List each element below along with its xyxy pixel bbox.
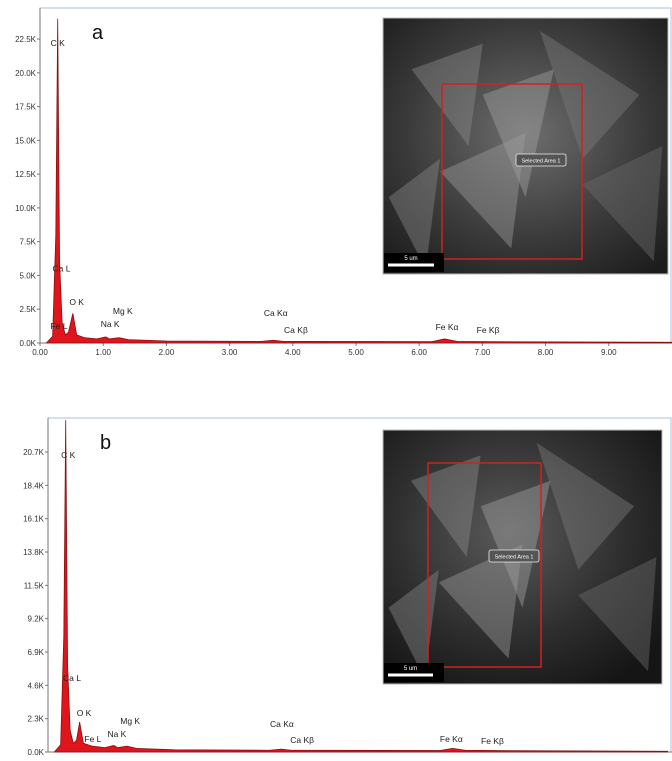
peak-label: C K [51,38,66,48]
x-tick-label: 5.00 [348,348,364,357]
sem-texture [582,146,663,262]
x-tick-label: 0.00 [32,348,48,357]
y-tick-label: 13.8K [23,548,45,557]
spectrum-area [45,18,672,344]
x-tick-label: 8.00 [538,348,554,357]
peak-label: Na K [101,319,120,329]
y-tick-label: 22.5K [15,35,37,44]
x-tick-label: 3.00 [222,348,238,357]
y-tick-label: 18.4K [23,481,45,490]
area-label: Selected Area 1 [495,555,534,561]
y-tick-label: 9.2K [28,615,45,624]
y-tick-label: 20.7K [23,448,45,457]
y-tick-label: 4.6K [28,681,45,690]
x-tick-label: 9.00 [601,348,617,357]
scale-label: 5 um [404,256,417,262]
peak-label: Mg K [120,716,140,726]
peak-label: Ca Kα [270,719,294,729]
sem-texture [536,442,635,570]
y-tick-label: 17.5K [15,103,37,112]
sem-texture [578,557,657,672]
x-tick-label: 6.00 [411,348,427,357]
y-tick-label: 15.0K [15,136,37,145]
sem-texture [388,569,439,679]
peak-label: Ca Kβ [290,735,314,745]
x-tick-label: 1.00 [95,348,111,357]
peak-label: Fe Kα [440,734,463,744]
sem-texture [411,43,483,146]
sem-texture [440,133,526,249]
peak-label: Fe L [84,734,101,744]
y-tick-label: 2.5K [20,305,37,314]
sem-image [382,17,669,275]
y-tick-label: 10.0K [15,204,37,213]
scale-label: 5 um [404,666,417,672]
y-tick-label: 7.5K [20,238,37,247]
peak-label: Ca Kα [264,308,288,318]
peak-label: Na K [107,729,126,739]
y-tick-label: 11.5K [24,581,45,590]
x-tick-label: 2.00 [159,348,175,357]
y-tick-label: 6.9K [28,648,45,657]
sem-texture [480,480,551,608]
peak-label: Ca L [63,673,81,683]
sem-texture [388,158,440,269]
sem-texture [482,69,554,198]
area-label-box [515,153,567,167]
area-label-box [488,549,540,563]
peak-label: C K [61,450,76,460]
area-label: Selected Area 1 [522,159,561,165]
spectrum-area [53,420,668,753]
peak-label: Fe Kα [436,322,459,332]
selected-area [441,83,583,260]
peak-label: Ca L [53,263,71,273]
panel-label: b [100,432,111,454]
y-tick-label: 0.0K [20,339,37,348]
peak-label: Fe Kβ [477,325,500,335]
panel-label: a [92,22,104,44]
sem-texture [539,30,640,159]
peak-label: Fe Kβ [481,736,504,746]
scale-bar-box [384,253,444,272]
y-tick-label: 0.0K [28,748,45,756]
y-tick-label: 20.0K [15,69,37,78]
peak-label: Ca Kβ [284,325,308,335]
y-tick-label: 12.5K [15,170,37,179]
sem-texture [438,544,523,659]
y-tick-label: 2.3K [28,715,45,724]
x-tick-label: 4.00 [285,348,301,357]
peak-label: Fe L [50,321,67,331]
y-tick-label: 5.0K [20,271,37,280]
x-tick-label: 7.00 [475,348,491,357]
selected-area [427,462,542,668]
peak-label: O K [77,708,92,718]
peak-label: Mg K [113,306,133,316]
y-tick-label: 16.1K [23,515,45,524]
peak-label: O K [69,297,84,307]
scale-bar-box [384,663,444,682]
